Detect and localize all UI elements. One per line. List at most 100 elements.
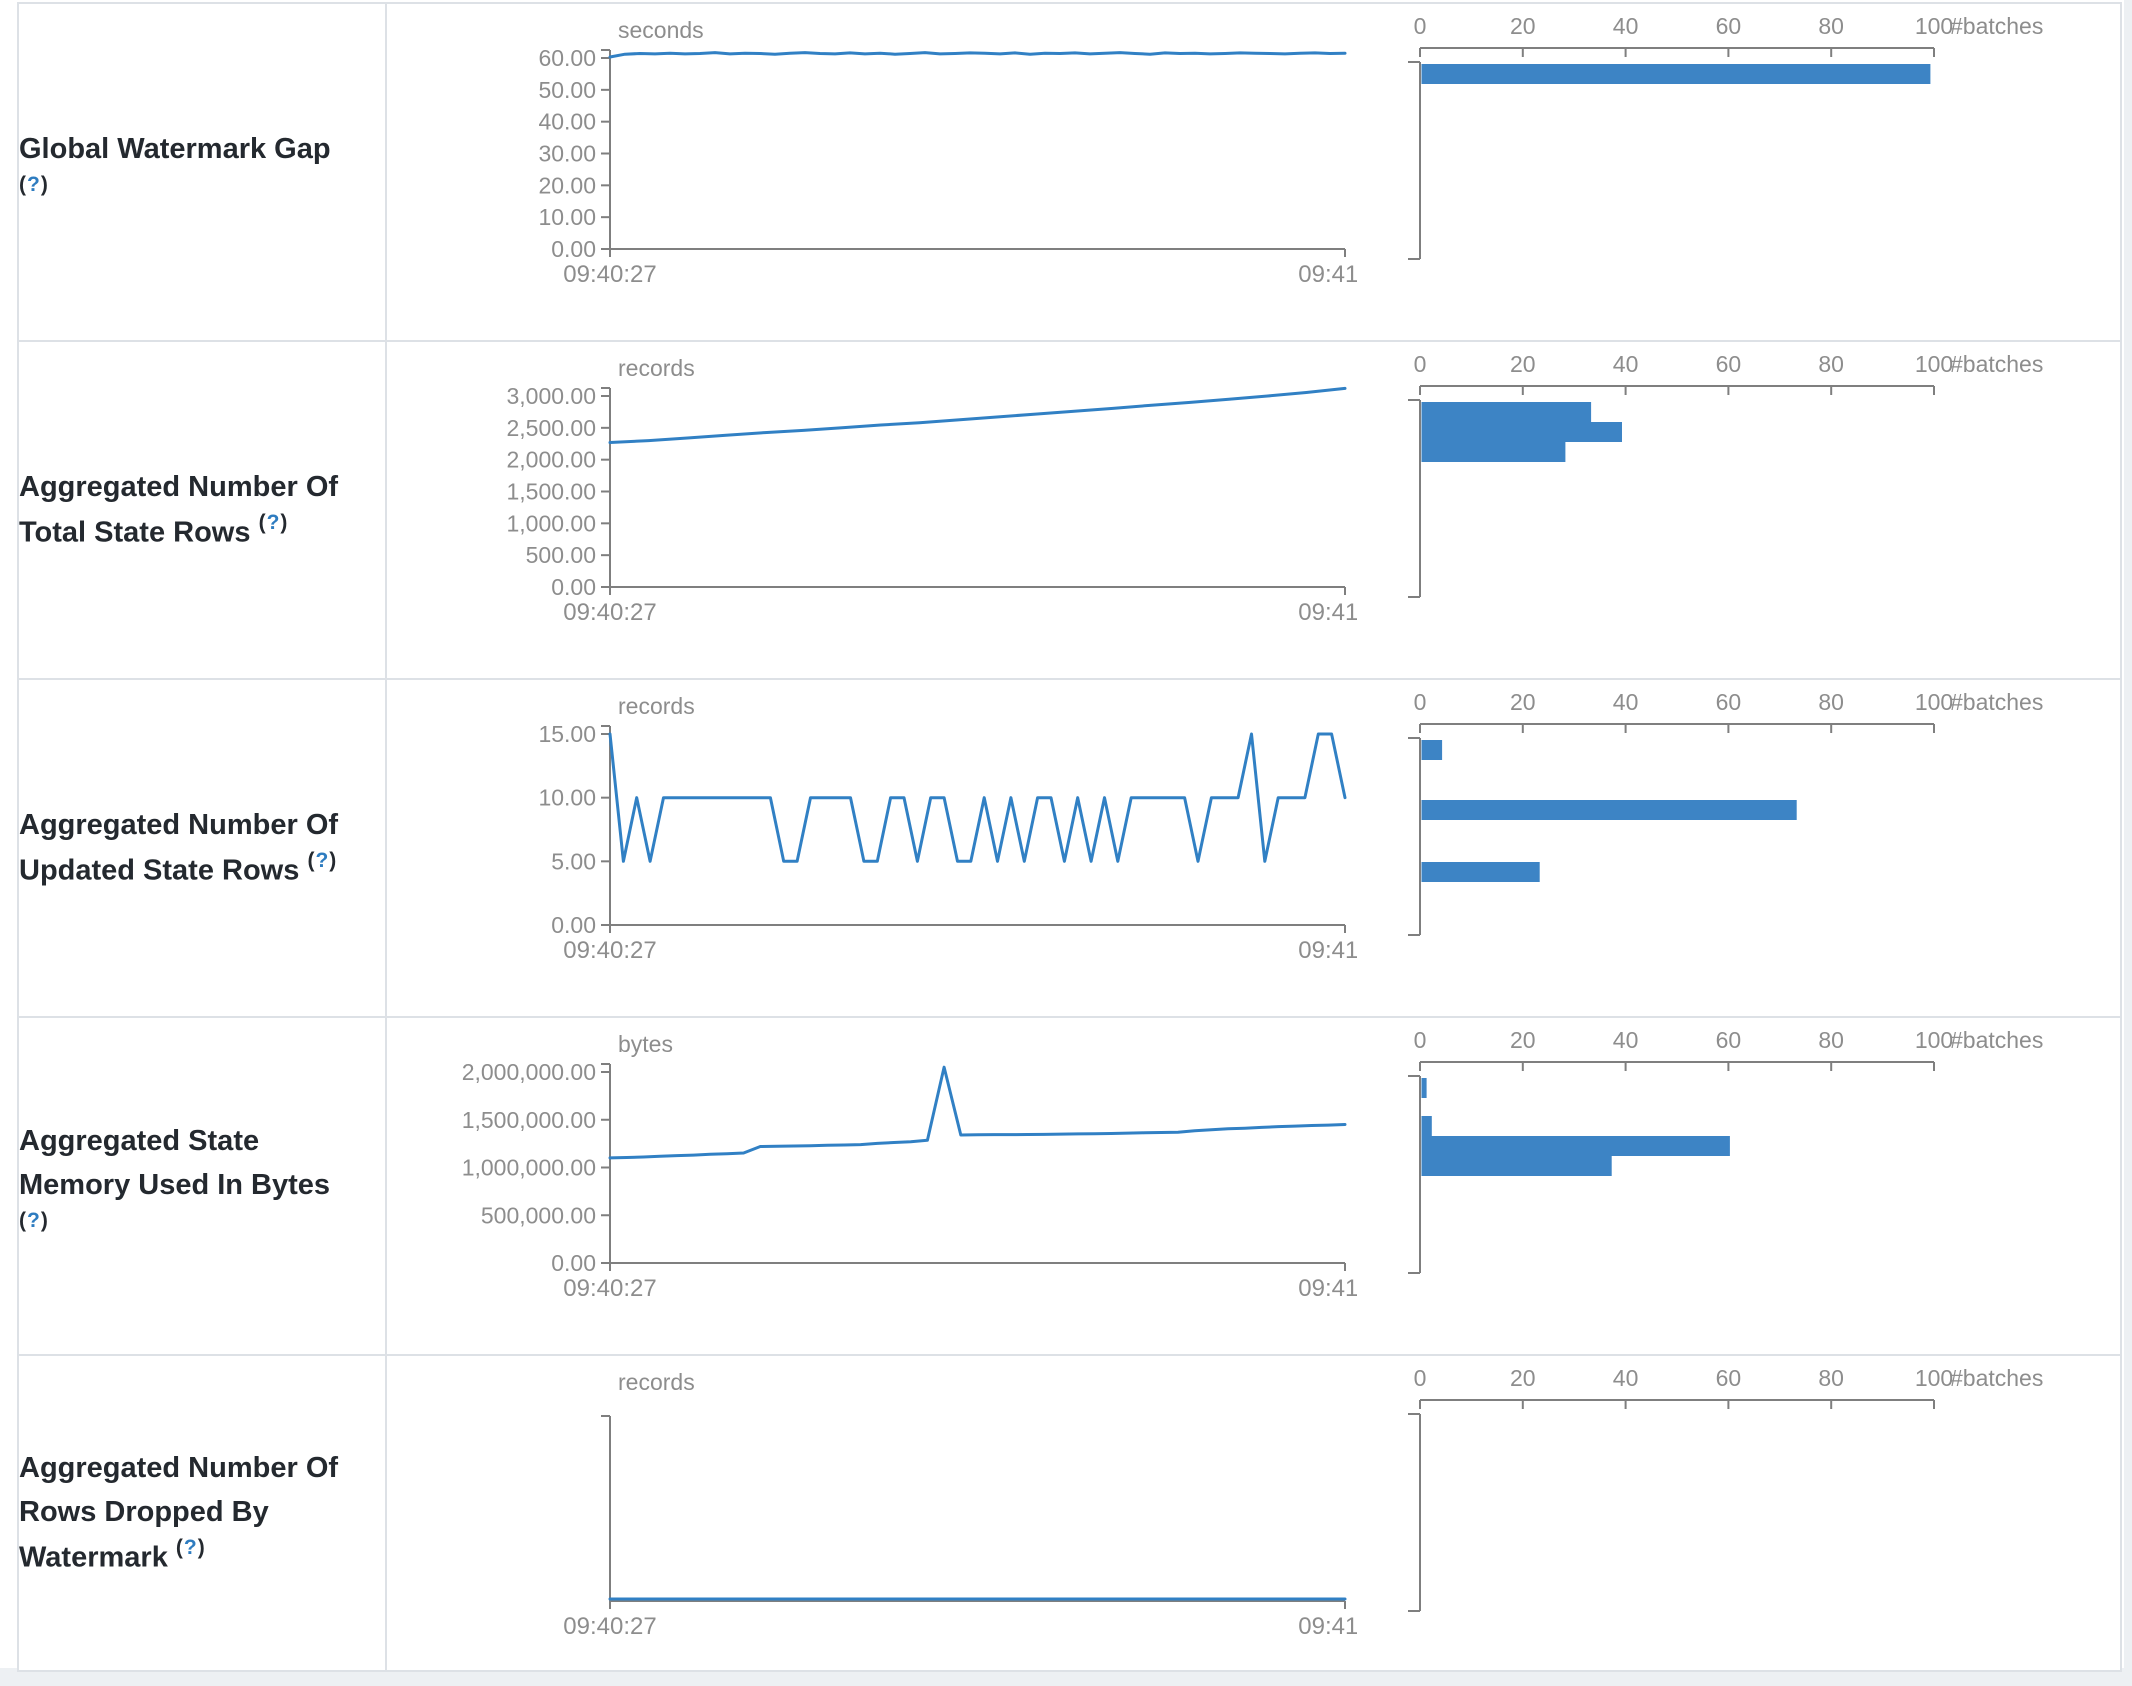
timeline-chart: records 3,000.00 2,500.00 2,000.00 1,500.00 1… — [506, 355, 1357, 626]
batches-axis-label: #batches — [1950, 13, 2043, 39]
axis-tick-label: 1,500.00 — [506, 479, 596, 505]
unit-label: records — [618, 355, 695, 381]
axis-tick-label: 1,500,000.00 — [462, 1107, 596, 1133]
histogram-bar — [1421, 402, 1592, 422]
hist-axis-tick-label: 20 — [1510, 1027, 1536, 1053]
hist-axis-tick-label: 60 — [1716, 689, 1742, 715]
metric-label-text: Aggregated Number Of — [19, 809, 339, 842]
metric-label-cell: Aggregated Number Of Updated State Rows (… — [17, 678, 387, 1018]
metric-label: Aggregated State Memory Used In Bytes (?) — [19, 1119, 385, 1253]
metric-label-line: Rows Dropped By — [19, 1490, 385, 1534]
metric-label-text: Rows Dropped By — [19, 1496, 269, 1529]
help-tooltip-link[interactable]: ? — [183, 1536, 198, 1560]
hist-axis-tick-label: 60 — [1716, 351, 1742, 377]
unit-label: records — [618, 693, 695, 719]
histogram-bar — [1421, 422, 1622, 442]
charts-wrapper: records 09:40:27 09:41:56 0 20 40 60 80 100#batc… — [388, 1357, 2119, 1669]
histogram-bar — [1421, 1156, 1612, 1176]
hist-axis-tick-label: 80 — [1818, 1027, 1844, 1053]
axis-tick-label: 500.00 — [526, 542, 596, 568]
histogram-bar — [1421, 1136, 1730, 1156]
help-tooltip-link[interactable]: ? — [27, 1209, 41, 1233]
histogram-axes: 0 20 40 60 80 100#batches — [1408, 351, 2043, 598]
help-tooltip-link[interactable]: ? — [27, 173, 41, 197]
help-marker: (?) — [176, 1536, 206, 1559]
batches-axis-label: #batches — [1950, 1365, 2043, 1391]
timeline-chart: seconds 60.00 50.00 40.00 30.00 20.00 10.00 0.0… — [538, 17, 1357, 288]
timeline-series-line — [608, 51, 1347, 59]
hist-axis-tick-label: 40 — [1613, 351, 1639, 377]
time-axis-label-start: 09:40:27 — [563, 261, 656, 288]
axis-tick-label: 60.00 — [538, 45, 596, 71]
metric-label-cell: Aggregated Number Of Total State Rows (?) — [17, 340, 387, 680]
histogram-axes: 0 20 40 60 80 100#batches — [1408, 13, 2043, 260]
time-axis-label-start: 09:40:27 — [563, 599, 656, 626]
histogram-axes: 0 20 40 60 80 100#batches — [1408, 1365, 2043, 1612]
hist-axis-tick-label: 60 — [1716, 1027, 1742, 1053]
metric-label-cell: Aggregated State Memory Used In Bytes (?) — [17, 1016, 387, 1356]
help-paren-close: ) — [280, 511, 289, 535]
metric-label-line: Global Watermark Gap — [19, 127, 385, 171]
batches-axis-label: #batches — [1950, 689, 2043, 715]
metric-label-cell: Global Watermark Gap (?) — [17, 2, 387, 342]
timeline-axes: seconds 60.00 50.00 40.00 30.00 20.00 10.00 0.0… — [538, 17, 1357, 288]
timeline-series-line — [608, 386, 1347, 444]
histogram-chart: 0 20 40 60 80 100#batches — [1408, 351, 2043, 598]
timeline-chart: records 09:40:27 09:41:56 — [563, 1369, 1357, 1640]
axis-tick-label: 0.00 — [551, 236, 596, 262]
metric-label-line: Aggregated State — [19, 1119, 385, 1163]
axis-tick-label: 500,000.00 — [481, 1202, 596, 1228]
timeline-chart: bytes 2,000,000.00 1,500,000.00 1,000,000.0… — [462, 1031, 1357, 1302]
metric-label-line: Aggregated Number Of — [19, 1446, 385, 1490]
metric-charts-cell: records 09:40:27 09:41:56 0 20 40 60 80 100#batc… — [385, 1354, 2122, 1672]
time-axis-label-start: 09:40:27 — [563, 1275, 656, 1302]
axis-tick-label: 10.00 — [538, 204, 596, 230]
histogram-bar — [1421, 64, 1931, 84]
axis-tick-label: 0.00 — [551, 574, 596, 600]
help-paren-close: ) — [40, 1209, 49, 1233]
metric-charts-cell: seconds 60.00 50.00 40.00 30.00 20.00 10.00 0.0… — [385, 2, 2122, 342]
metric-row: Aggregated Number Of Total State Rows (?)… — [17, 340, 2122, 680]
metrics-table: Global Watermark Gap (?) seconds 60.00 50.00… — [17, 2, 2122, 1672]
metric-row: Aggregated Number Of Updated State Rows (… — [17, 678, 2122, 1018]
help-paren-close: ) — [329, 849, 338, 873]
help-tooltip-link[interactable]: ? — [315, 849, 330, 873]
axis-tick-label: 0.00 — [551, 912, 596, 938]
metric-label-line: Watermark (?) — [19, 1534, 385, 1580]
timeline-axes: bytes 2,000,000.00 1,500,000.00 1,000,000.0… — [462, 1031, 1357, 1302]
axis-tick-label: 0.00 — [551, 1250, 596, 1276]
histogram-chart: 0 20 40 60 80 100#batches — [1408, 689, 2043, 936]
axis-tick-label: 2,000,000.00 — [462, 1059, 596, 1085]
metric-label-line: Aggregated Number Of — [19, 465, 385, 509]
time-axis-label-start: 09:40:27 — [563, 1613, 656, 1640]
timeline-series-line — [608, 1065, 1347, 1160]
histogram-bar — [1421, 862, 1540, 882]
histogram-bar — [1421, 1116, 1432, 1136]
help-marker: (?) — [259, 511, 289, 534]
hist-axis-tick-label: 0 — [1414, 1365, 1427, 1391]
histogram-bar — [1421, 442, 1566, 462]
hist-axis-tick-label: 20 — [1510, 13, 1536, 39]
metric-label-text: Global Watermark Gap — [19, 133, 331, 166]
hist-axis-tick-label: 0 — [1414, 13, 1427, 39]
metric-label-line: Memory Used In Bytes — [19, 1163, 385, 1207]
metric-label-line: (?) — [19, 1207, 385, 1253]
hist-axis-tick-label: 60 — [1716, 13, 1742, 39]
axis-tick-label: 40.00 — [538, 109, 596, 135]
help-tooltip-link[interactable]: ? — [266, 511, 281, 535]
axis-tick-label: 10.00 — [538, 785, 596, 811]
axis-tick-label: 50.00 — [538, 77, 596, 103]
metric-label-text: Updated State Rows — [19, 854, 300, 887]
axis-tick-label: 30.00 — [538, 141, 596, 167]
axis-tick-label: 20.00 — [538, 172, 596, 198]
batches-axis-label: #batches — [1950, 1027, 2043, 1053]
help-paren-close: ) — [40, 173, 49, 197]
hist-axis-tick-label: 0 — [1414, 1027, 1427, 1053]
help-marker: (?) — [307, 849, 337, 872]
hist-axis-tick-label: 20 — [1510, 689, 1536, 715]
hist-axis-tick-label: 80 — [1818, 689, 1844, 715]
metric-label-text: Aggregated Number Of — [19, 1452, 339, 1485]
